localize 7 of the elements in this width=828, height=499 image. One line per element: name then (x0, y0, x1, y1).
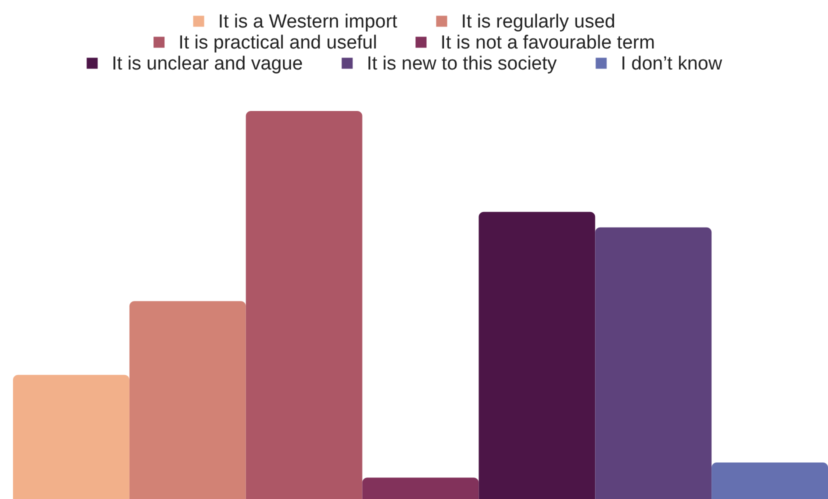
legend-label: It is unclear and vague (112, 53, 303, 74)
legend-label: I don’t know (620, 53, 722, 74)
legend-label: It is regularly used (461, 11, 616, 32)
legend-label: It is new to this society (366, 53, 558, 74)
legend-label: It is a Western import (218, 11, 398, 32)
legend-label: It is not a favourable term (440, 32, 655, 54)
legend-label: It is practical and useful (178, 32, 378, 54)
